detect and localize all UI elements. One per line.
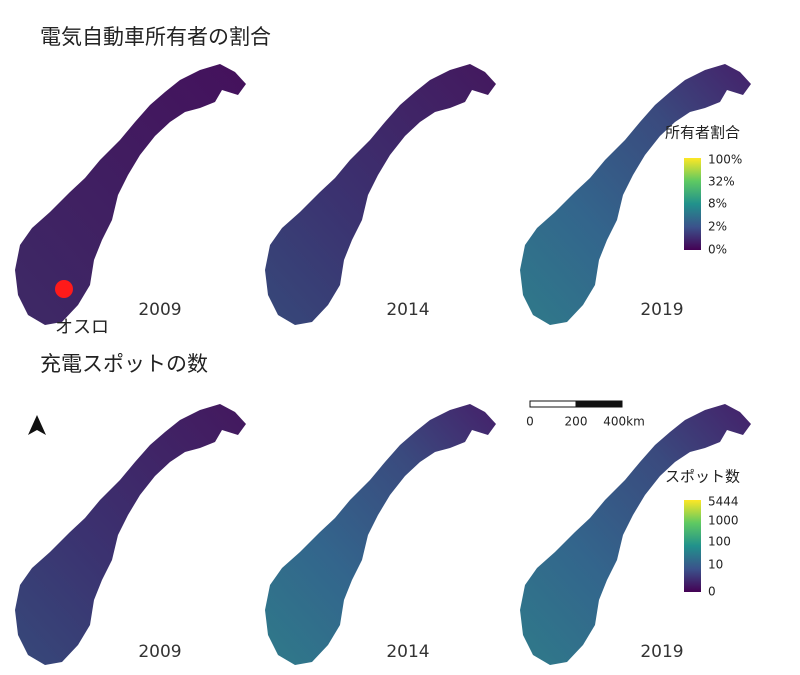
year-label: 2019 bbox=[640, 300, 683, 320]
map bbox=[265, 404, 496, 665]
legend-title: 所有者割合 bbox=[665, 124, 740, 142]
scale-bar bbox=[529, 400, 623, 408]
legend-label: 0% bbox=[708, 243, 727, 257]
marker-label: オスロ bbox=[55, 317, 109, 338]
legend-label: 100 bbox=[708, 535, 731, 549]
year-label: 2014 bbox=[386, 642, 429, 662]
map bbox=[520, 64, 751, 325]
color-bar bbox=[684, 158, 701, 250]
legend-label: 32% bbox=[708, 175, 735, 189]
scale-label: 0 bbox=[526, 415, 534, 429]
map bbox=[15, 404, 246, 665]
legend-label: 5444 bbox=[708, 495, 739, 509]
legend-label: 100% bbox=[708, 153, 742, 167]
map bbox=[265, 64, 496, 325]
oslo-marker bbox=[55, 280, 73, 298]
year-label: 2009 bbox=[138, 642, 181, 662]
year-label: 2014 bbox=[386, 300, 429, 320]
year-label: 2009 bbox=[138, 300, 181, 320]
legend-label: 2% bbox=[708, 220, 727, 234]
section-title: 電気自動車所有者の割合 bbox=[40, 25, 271, 49]
scale-label: 200 bbox=[565, 415, 588, 429]
section-title: 充電スポットの数 bbox=[40, 352, 208, 376]
legend-label: 8% bbox=[708, 197, 727, 211]
legend-label: 10 bbox=[708, 558, 723, 572]
year-label: 2019 bbox=[640, 642, 683, 662]
scale-label: 400km bbox=[603, 415, 645, 429]
legend-label: 0 bbox=[708, 585, 716, 599]
color-bar bbox=[684, 500, 701, 592]
map bbox=[15, 64, 246, 325]
north-arrow bbox=[28, 415, 46, 435]
legend-label: 1000 bbox=[708, 514, 739, 528]
legend-title: スポット数 bbox=[665, 468, 740, 486]
